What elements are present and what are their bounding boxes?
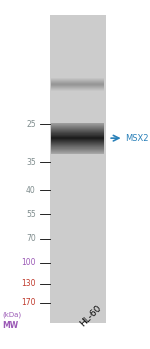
Text: 25: 25 [26,120,36,129]
Text: MW: MW [3,321,19,329]
Text: MSX2: MSX2 [125,134,148,143]
Text: 70: 70 [26,234,36,243]
Text: (kDa): (kDa) [3,311,22,318]
Text: 100: 100 [21,258,36,267]
Text: 40: 40 [26,186,36,195]
Text: 130: 130 [21,279,36,288]
Text: 170: 170 [21,298,36,307]
Text: 55: 55 [26,210,36,219]
Text: HL-60: HL-60 [78,304,103,328]
Text: 35: 35 [26,158,36,167]
